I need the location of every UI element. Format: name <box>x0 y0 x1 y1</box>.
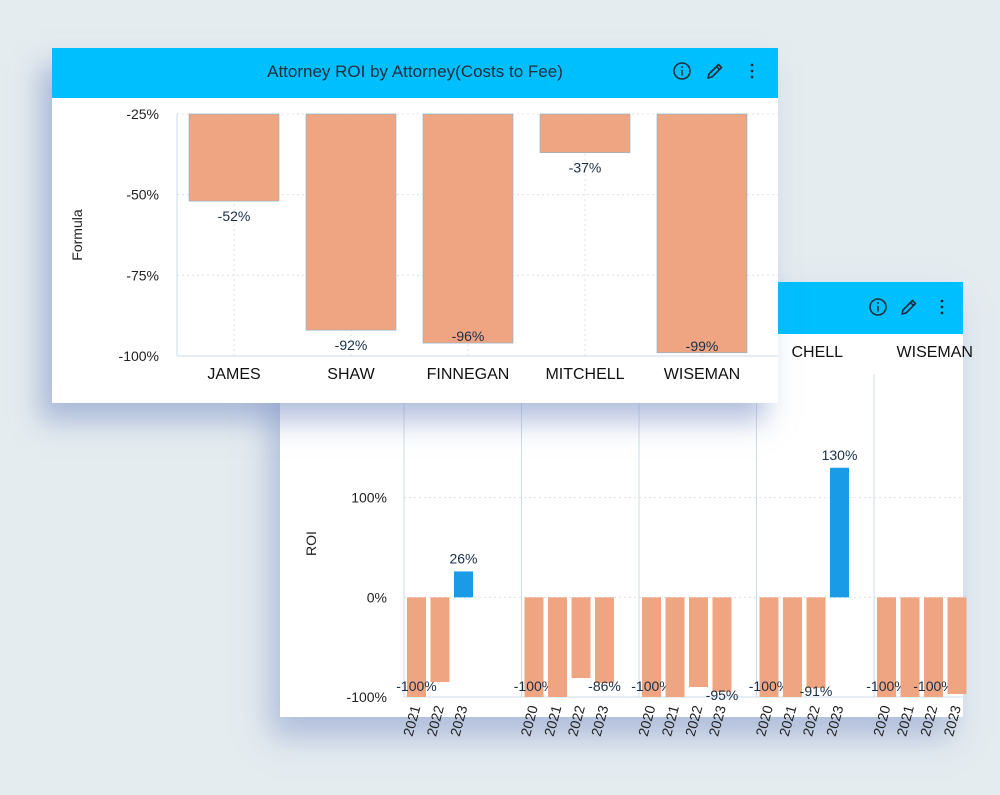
x-tick-label: 2020 <box>635 703 659 737</box>
info-icon[interactable] <box>867 296 889 318</box>
category-label: FINNEGAN <box>427 366 510 383</box>
x-tick-label: 2021 <box>658 703 682 737</box>
data-label: -100% <box>631 678 671 694</box>
bar <box>595 597 614 684</box>
category-label: WISEMAN <box>664 366 740 383</box>
bar <box>656 113 748 354</box>
category-label: MITCHELL <box>545 366 624 383</box>
bar <box>947 597 967 695</box>
pencil-icon[interactable] <box>704 60 726 82</box>
bar <box>524 597 544 697</box>
x-tick-label: 2021 <box>541 703 565 737</box>
info-icon[interactable] <box>671 60 693 82</box>
data-label: -95% <box>706 687 739 703</box>
y-tick-label: -100% <box>347 689 387 705</box>
x-tick-label: 2021 <box>776 703 800 737</box>
x-tick-label: 2022 <box>682 703 706 737</box>
card-title: Attorney ROI by Attorney(Costs to Fee) <box>267 62 563 81</box>
kebab-menu-icon[interactable] <box>931 296 953 318</box>
x-tick-label: 2021 <box>400 703 424 737</box>
y-tick-label: -100% <box>119 348 159 364</box>
data-label: 26% <box>449 550 477 566</box>
y-tick-label: 100% <box>351 490 387 506</box>
y-tick-label: 0% <box>367 589 387 605</box>
x-tick-label: 2020 <box>517 703 541 737</box>
bar <box>877 597 896 697</box>
bar <box>539 113 631 154</box>
pencil-icon[interactable] <box>898 296 920 318</box>
y-axis-title: Formula <box>69 209 85 261</box>
bar <box>665 597 685 697</box>
x-tick-label: 2023 <box>447 703 471 737</box>
data-label: -92% <box>335 337 368 353</box>
x-tick-label: 2022 <box>917 703 941 737</box>
bar <box>454 571 473 598</box>
x-tick-label: 2021 <box>893 703 917 737</box>
data-label: -99% <box>686 338 719 354</box>
x-tick-label: 2023 <box>940 703 964 737</box>
x-tick-label: 2022 <box>564 703 588 737</box>
data-label: -100% <box>913 678 953 694</box>
data-label: 130% <box>822 447 858 463</box>
y-axis-title: ROI <box>303 531 319 556</box>
x-tick-label: 2022 <box>799 703 823 737</box>
bar <box>900 597 920 697</box>
bar <box>548 597 567 697</box>
data-label: -52% <box>218 208 251 224</box>
x-tick-label: 2022 <box>423 703 447 737</box>
roi-by-attorney-chart: -25% -50% -75% -100% Formula -52% JAMES -92% SHA… <box>69 106 778 383</box>
bar <box>783 597 802 697</box>
category-label: JAMES <box>207 366 260 383</box>
data-label: -86% <box>588 678 621 694</box>
data-label: -100% <box>396 678 436 694</box>
bar <box>407 597 426 697</box>
bar <box>305 113 397 331</box>
x-tick-label: 2023 <box>705 703 729 737</box>
bar <box>712 597 732 693</box>
y-tick-label: -75% <box>126 267 159 283</box>
data-label: -96% <box>452 328 485 344</box>
group-label: CHELL <box>791 344 843 361</box>
x-tick-label: 2020 <box>752 703 776 737</box>
bar <box>430 597 450 683</box>
y-tick-label: -50% <box>126 187 159 203</box>
bar <box>830 467 849 598</box>
kebab-menu-icon[interactable] <box>741 60 763 82</box>
data-label: -91% <box>800 683 833 699</box>
x-tick-label: 2023 <box>588 703 612 737</box>
bar <box>806 597 826 689</box>
x-tick-label: 2023 <box>823 703 847 737</box>
bar <box>689 597 708 688</box>
data-label: -37% <box>569 160 602 176</box>
roi-by-year-chart: 100%0%-100%ROI-100%2021 202226%2023-100%2… <box>303 344 973 738</box>
x-tick-label: 2020 <box>870 703 894 737</box>
bar <box>924 597 943 697</box>
group-label: WISEMAN <box>897 344 973 361</box>
bar <box>759 597 779 697</box>
data-label: -100% <box>514 678 554 694</box>
category-label: SHAW <box>327 366 375 383</box>
bar <box>188 113 280 202</box>
bar <box>422 113 514 344</box>
y-tick-label: -25% <box>126 106 159 122</box>
data-label: -100% <box>749 678 789 694</box>
data-label: -100% <box>866 678 906 694</box>
roi-by-attorney-card: Attorney ROI by Attorney(Costs to Fee) -… <box>52 48 778 403</box>
bar <box>571 597 591 679</box>
bar <box>642 597 661 697</box>
card-header: Attorney ROI by Attorney(Costs to Fee) <box>52 48 778 98</box>
